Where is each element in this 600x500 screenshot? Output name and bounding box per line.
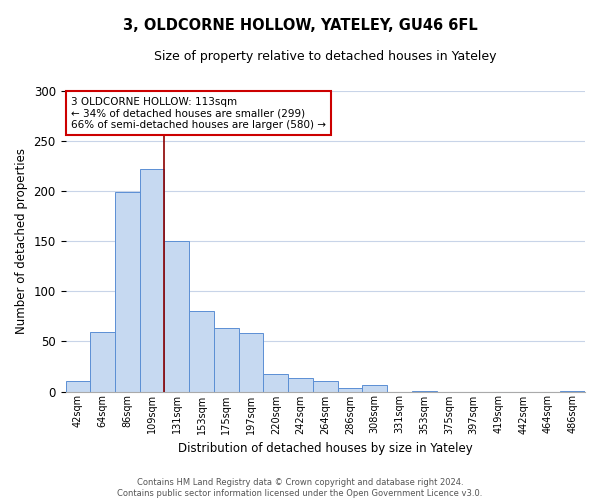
Bar: [362, 386, 387, 392]
Text: 3 OLDCORNE HOLLOW: 113sqm
← 34% of detached houses are smaller (299)
66% of semi: 3 OLDCORNE HOLLOW: 113sqm ← 34% of detac…: [71, 96, 326, 130]
Bar: [140, 169, 164, 392]
Bar: [189, 312, 214, 392]
Bar: [239, 334, 263, 392]
Title: Size of property relative to detached houses in Yateley: Size of property relative to detached ho…: [154, 50, 497, 63]
Bar: [90, 332, 115, 392]
Bar: [214, 328, 239, 392]
Bar: [313, 382, 338, 392]
Bar: [412, 390, 437, 392]
Bar: [164, 241, 189, 392]
X-axis label: Distribution of detached houses by size in Yateley: Distribution of detached houses by size …: [178, 442, 473, 455]
Bar: [65, 382, 90, 392]
Text: Contains HM Land Registry data © Crown copyright and database right 2024.
Contai: Contains HM Land Registry data © Crown c…: [118, 478, 482, 498]
Bar: [288, 378, 313, 392]
Text: 3, OLDCORNE HOLLOW, YATELEY, GU46 6FL: 3, OLDCORNE HOLLOW, YATELEY, GU46 6FL: [122, 18, 478, 32]
Bar: [115, 192, 140, 392]
Bar: [263, 374, 288, 392]
Bar: [560, 390, 585, 392]
Bar: [338, 388, 362, 392]
Y-axis label: Number of detached properties: Number of detached properties: [15, 148, 28, 334]
